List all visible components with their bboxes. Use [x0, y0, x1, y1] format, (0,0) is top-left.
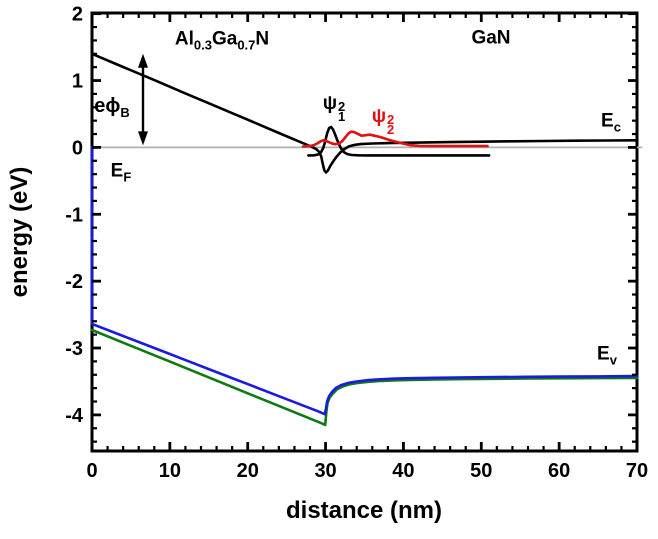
- valence-sub: v: [609, 352, 617, 368]
- barrier-sub: B: [120, 105, 130, 120]
- x-axis-title: distance (nm): [285, 497, 443, 524]
- psi2-sub: 2: [387, 122, 395, 137]
- x-tick-label: 60: [548, 460, 570, 482]
- y-tick-label: -3: [65, 338, 83, 360]
- psi1-base: ψ: [322, 93, 338, 114]
- y-tick-label: 2: [72, 4, 83, 26]
- psi1-sub: 1: [338, 109, 346, 124]
- psi1-sup: 2: [338, 99, 346, 114]
- x-tick-label: 50: [470, 460, 492, 482]
- material-algan-sub1: 0.3: [193, 37, 212, 53]
- material-label-algan: Al0.3Ga0.7N: [174, 28, 270, 52]
- axis-ticks: [90, 12, 639, 451]
- fermi-sub: F: [123, 169, 132, 185]
- valence-band-label: Ev: [597, 343, 617, 367]
- series-valence-band-heavy-blue: [90, 146, 639, 416]
- series-conduction-band: [90, 52, 639, 174]
- psi2-sup: 2: [387, 112, 395, 127]
- barrier-height-label: eϕB: [94, 95, 130, 119]
- series-valence-band-light-green: [90, 328, 639, 427]
- material-algan-part3: N: [255, 28, 270, 50]
- x-tick-label: 70: [626, 460, 648, 482]
- y-tick-label: -1: [65, 204, 83, 226]
- x-tick-label: 0: [86, 460, 97, 482]
- material-algan-part1: Al: [174, 28, 194, 50]
- y-tick-label: -2: [65, 271, 83, 293]
- plot-frame: [90, 11, 639, 453]
- material-label-gan: GaN: [471, 27, 511, 49]
- x-tick-label: 20: [237, 460, 259, 482]
- conduction-main: E: [601, 110, 614, 132]
- series-psi2-squared: [301, 130, 489, 148]
- fermi-level-label: EF: [110, 160, 132, 184]
- fermi-main: E: [110, 160, 124, 182]
- material-algan-part2: Ga: [211, 28, 238, 50]
- psi2-base: ψ: [371, 106, 387, 127]
- valence-main: E: [597, 343, 610, 365]
- y-tick-label: 1: [72, 71, 83, 93]
- y-tick-label: -4: [65, 405, 84, 427]
- conduction-band-label: Ec: [601, 110, 621, 134]
- barrier-main: eϕ: [94, 95, 121, 117]
- series-psi1-squared: [307, 125, 491, 157]
- material-algan-sub2: 0.7: [237, 37, 256, 53]
- x-tick-label: 10: [159, 460, 181, 482]
- x-tick-label: 40: [392, 460, 414, 482]
- y-axis-title: energy (eV): [6, 166, 33, 298]
- conduction-sub: c: [613, 119, 621, 135]
- x-tick-label: 30: [314, 460, 336, 482]
- barrier-height-arrow: [137, 53, 148, 146]
- y-tick-label: 0: [72, 137, 83, 159]
